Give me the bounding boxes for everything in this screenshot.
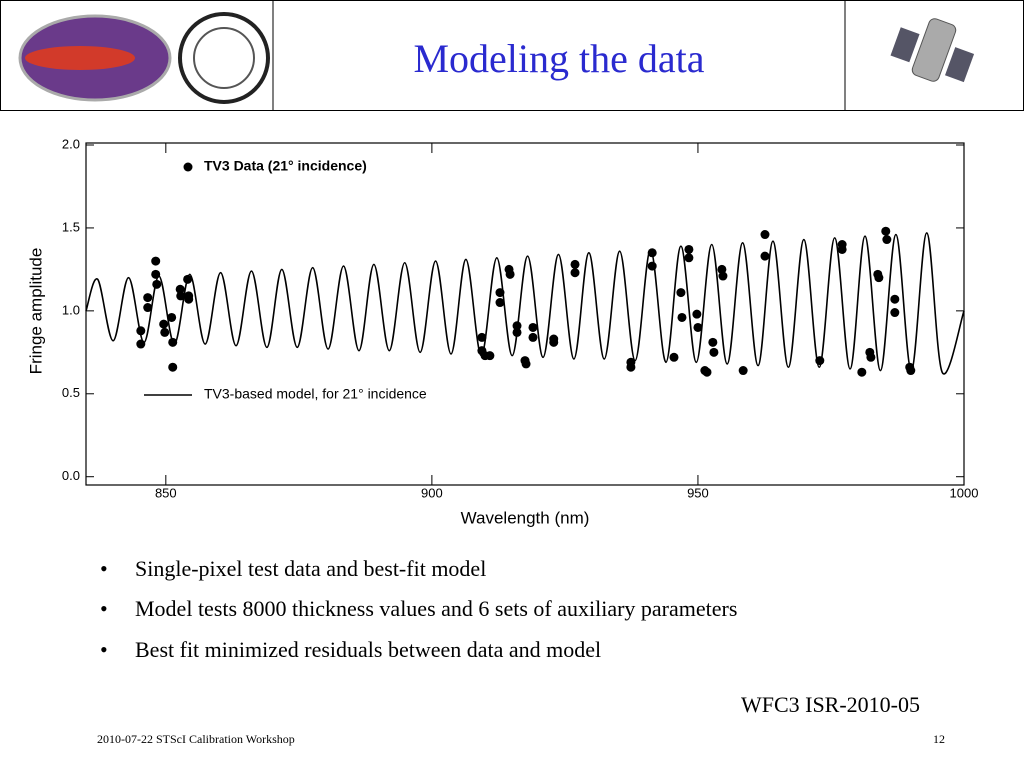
data-point (857, 367, 867, 377)
page-number: 12 (933, 732, 945, 746)
plot-frame (85, 142, 965, 486)
uc-seal (178, 12, 270, 104)
data-point (692, 309, 702, 319)
data-point (528, 322, 538, 332)
data-point (709, 347, 719, 357)
data-point (167, 312, 177, 322)
bullet: Best fit minimized residuals between dat… (135, 637, 601, 662)
data-point (477, 332, 487, 342)
bullet: Model tests 8000 thickness values and 6 … (135, 596, 737, 621)
data-point (890, 308, 900, 318)
data-point (549, 337, 559, 347)
data-point (837, 244, 847, 254)
reference: WFC3 ISR-2010-05 (741, 692, 920, 717)
chart: 0.0 0.5 1.0 1.5 2.0 850 900 950 1000 Wavelength (… (26, 136, 978, 527)
data-point (866, 352, 876, 362)
data-point (136, 326, 146, 336)
data-point (760, 230, 770, 240)
data-point (676, 288, 686, 298)
data-point (143, 293, 153, 303)
data-point (136, 339, 146, 349)
y-tick-label: 0.5 (62, 385, 80, 400)
x-tick-label: 950 (687, 485, 709, 500)
data-point (882, 235, 892, 245)
data-point (881, 226, 891, 236)
header: Modeling the data (0, 0, 1024, 111)
data-point (168, 362, 178, 372)
data-point (485, 351, 495, 361)
data-point (570, 268, 580, 278)
legend-marker (183, 162, 193, 172)
data-point (151, 256, 161, 266)
data-point (626, 362, 636, 372)
y-tick-label: 1.5 (62, 219, 80, 234)
data-point (521, 359, 531, 369)
data-point (693, 322, 703, 332)
data-point (175, 284, 185, 294)
footer-text: 2010-07-22 STScI Calibration Workshop (97, 732, 295, 746)
y-axis-label: Fringe amplitude (26, 248, 45, 375)
bullet-list: • Single-pixel test data and best-fit mo… (100, 556, 737, 662)
y-tick-label: 1.0 (62, 302, 80, 317)
x-axis-label: Wavelength (nm) (461, 508, 590, 527)
data-point (890, 294, 900, 304)
data-point (159, 319, 169, 329)
data-point (669, 352, 679, 362)
data-point (738, 366, 748, 376)
model-line (85, 232, 965, 375)
x-tick-label: 1000 (950, 485, 979, 500)
data-point (528, 332, 538, 342)
slide-title: Modeling the data (413, 36, 704, 81)
bullet-dot: • (100, 637, 108, 662)
x-tick-label: 900 (421, 485, 443, 500)
data-point (160, 327, 170, 337)
data-point (708, 337, 718, 347)
data-point (143, 303, 153, 313)
data-point (702, 367, 712, 377)
data-point (151, 269, 161, 279)
data-point (684, 244, 694, 254)
data-point (684, 253, 694, 263)
legend-label: TV3-based model, for 21° incidence (204, 386, 427, 402)
data-point (184, 294, 194, 304)
wfc3-logo-band (25, 46, 135, 70)
bullet-dot: • (100, 556, 108, 581)
data-point (718, 271, 728, 281)
data-point (717, 264, 727, 274)
bullet-dot: • (100, 596, 108, 621)
y-tick-label: 0.0 (62, 468, 80, 483)
data-point (677, 312, 687, 322)
data-point (495, 298, 505, 308)
hubble-icon (890, 18, 975, 83)
legend-label: TV3 Data (21° incidence) (204, 158, 367, 174)
data-point (570, 259, 580, 269)
data-point (760, 251, 770, 261)
bullet: Single-pixel test data and best-fit mode… (135, 556, 486, 581)
y-tick-label: 2.0 (62, 136, 80, 151)
data-point (505, 269, 515, 279)
data-point (874, 273, 884, 283)
uc-seal-inner (193, 27, 255, 89)
x-tick-label: 850 (155, 485, 177, 500)
